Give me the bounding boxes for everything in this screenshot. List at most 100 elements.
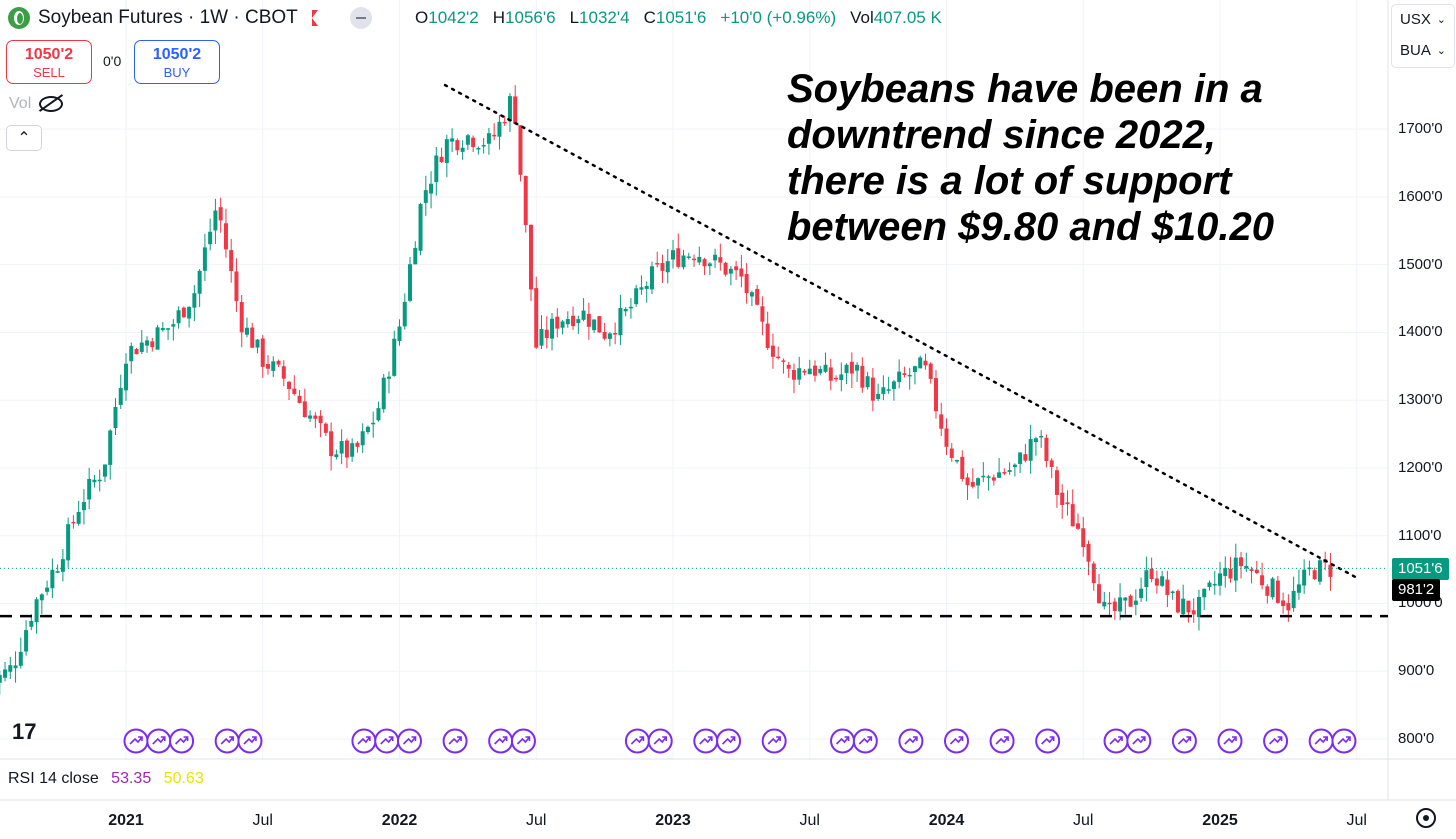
- candle-body: [302, 401, 307, 418]
- event-marker-icon: [397, 728, 422, 754]
- candle-body: [8, 665, 13, 672]
- candle-body: [444, 139, 449, 164]
- candle-body: [839, 374, 844, 380]
- candle-body: [187, 306, 192, 319]
- candle-body: [0, 674, 2, 683]
- candle-body: [844, 364, 849, 374]
- x-tick-label: 2022: [381, 812, 418, 829]
- candle-body: [702, 259, 707, 267]
- event-marker-icon: [442, 728, 468, 754]
- tradingview-logo-icon[interactable]: 17: [12, 719, 37, 744]
- candle-body: [113, 406, 118, 429]
- candle-body: [891, 381, 896, 390]
- candle-body: [1207, 582, 1212, 588]
- candle-body: [860, 365, 865, 388]
- candle-body: [1244, 565, 1249, 569]
- gear-icon[interactable]: [1416, 808, 1436, 828]
- candle-body: [749, 292, 754, 297]
- candle-body: [1133, 600, 1138, 605]
- candle-body: [1070, 504, 1075, 527]
- candle-body: [1118, 597, 1123, 612]
- symbol-header[interactable]: Soybean Futures · 1W · CBOT: [8, 6, 372, 30]
- candle-body: [1212, 583, 1217, 586]
- candle-body: [176, 310, 181, 324]
- candle-body: [592, 319, 597, 331]
- sell-button[interactable]: 1050'2 SELL: [6, 40, 92, 84]
- low-value: 1032'4: [579, 8, 630, 27]
- rsi-legend[interactable]: RSI 14 close 53.35 50.63: [8, 770, 204, 788]
- candle-body: [402, 301, 407, 327]
- candle-body: [145, 340, 150, 346]
- candle-body: [292, 388, 297, 394]
- candle-body: [660, 263, 665, 271]
- event-marker-glyph: [699, 736, 713, 745]
- candle-body: [581, 310, 586, 320]
- candle-body: [166, 328, 171, 330]
- candle-body: [229, 250, 234, 272]
- scale-settings-panel[interactable]: USX ⌄ BUA ⌄: [1391, 4, 1455, 68]
- candle-body: [1018, 452, 1023, 464]
- annotation-line-1: Soybeans have been in a: [787, 67, 1263, 111]
- collapse-legend-icon[interactable]: [349, 7, 372, 29]
- candle-body: [813, 365, 818, 376]
- candle-body: [534, 288, 539, 348]
- candle-body: [371, 422, 376, 425]
- candle-body: [786, 364, 791, 369]
- candle-body: [250, 327, 255, 348]
- candle-body: [1275, 580, 1280, 603]
- candle-body: [1175, 590, 1180, 613]
- candle-body: [1265, 586, 1270, 596]
- candle-body: [550, 318, 555, 339]
- candle-body: [208, 231, 213, 245]
- candle-body: [676, 248, 681, 267]
- annotation-line-4: between $9.80 and $10.20: [787, 205, 1274, 249]
- candles: [0, 85, 1333, 695]
- currency-value: USX: [1400, 11, 1431, 28]
- candle-body: [713, 254, 718, 261]
- buy-button[interactable]: 1050'2 BUY: [134, 40, 220, 84]
- event-marker-icon: [510, 728, 536, 754]
- candle-body: [1044, 437, 1049, 462]
- candle-body: [1191, 610, 1196, 615]
- volume-indicator-label: Vol: [9, 95, 32, 112]
- candle-body: [955, 459, 960, 462]
- candle-body: [944, 428, 949, 447]
- candle-body: [134, 349, 139, 355]
- volume-indicator[interactable]: Vol: [9, 95, 64, 113]
- candle-body: [339, 441, 344, 454]
- candle-body: [355, 442, 360, 447]
- currency-select[interactable]: USX ⌄: [1392, 5, 1454, 35]
- y-tick-label: 1500'0: [1398, 255, 1443, 273]
- unit-select[interactable]: BUA ⌄: [1392, 36, 1454, 66]
- candle-body: [81, 501, 86, 511]
- eye-hidden-icon[interactable]: [39, 96, 64, 112]
- event-marker-icon: [830, 728, 856, 754]
- candle-body: [418, 204, 423, 251]
- x-tick-label: Jul: [526, 812, 547, 829]
- event-marker-icon: [374, 728, 400, 754]
- x-tick-label: 2021: [108, 812, 144, 829]
- event-marker-glyph: [494, 736, 508, 745]
- candle-body: [881, 387, 886, 394]
- candle-body: [1170, 591, 1175, 594]
- candle-body: [1081, 528, 1086, 548]
- candle-body: [1254, 569, 1259, 574]
- candle-body: [876, 393, 881, 400]
- event-marker-icon: [146, 728, 172, 754]
- candle-body: [97, 479, 102, 482]
- candle-body: [565, 319, 570, 325]
- candle-body: [429, 183, 434, 194]
- candle-body: [455, 140, 460, 151]
- candle-body: [365, 426, 370, 433]
- candle-body: [744, 273, 749, 294]
- candle-body: [791, 369, 796, 380]
- flag-icon[interactable]: [311, 10, 318, 26]
- event-marker-icon: [898, 728, 924, 754]
- candle-body: [707, 263, 712, 267]
- candle-body: [912, 366, 917, 372]
- chevron-up-button[interactable]: ⌃: [6, 125, 42, 151]
- candle-body: [55, 571, 60, 573]
- candle-body: [1286, 603, 1291, 611]
- candle-body: [960, 456, 965, 479]
